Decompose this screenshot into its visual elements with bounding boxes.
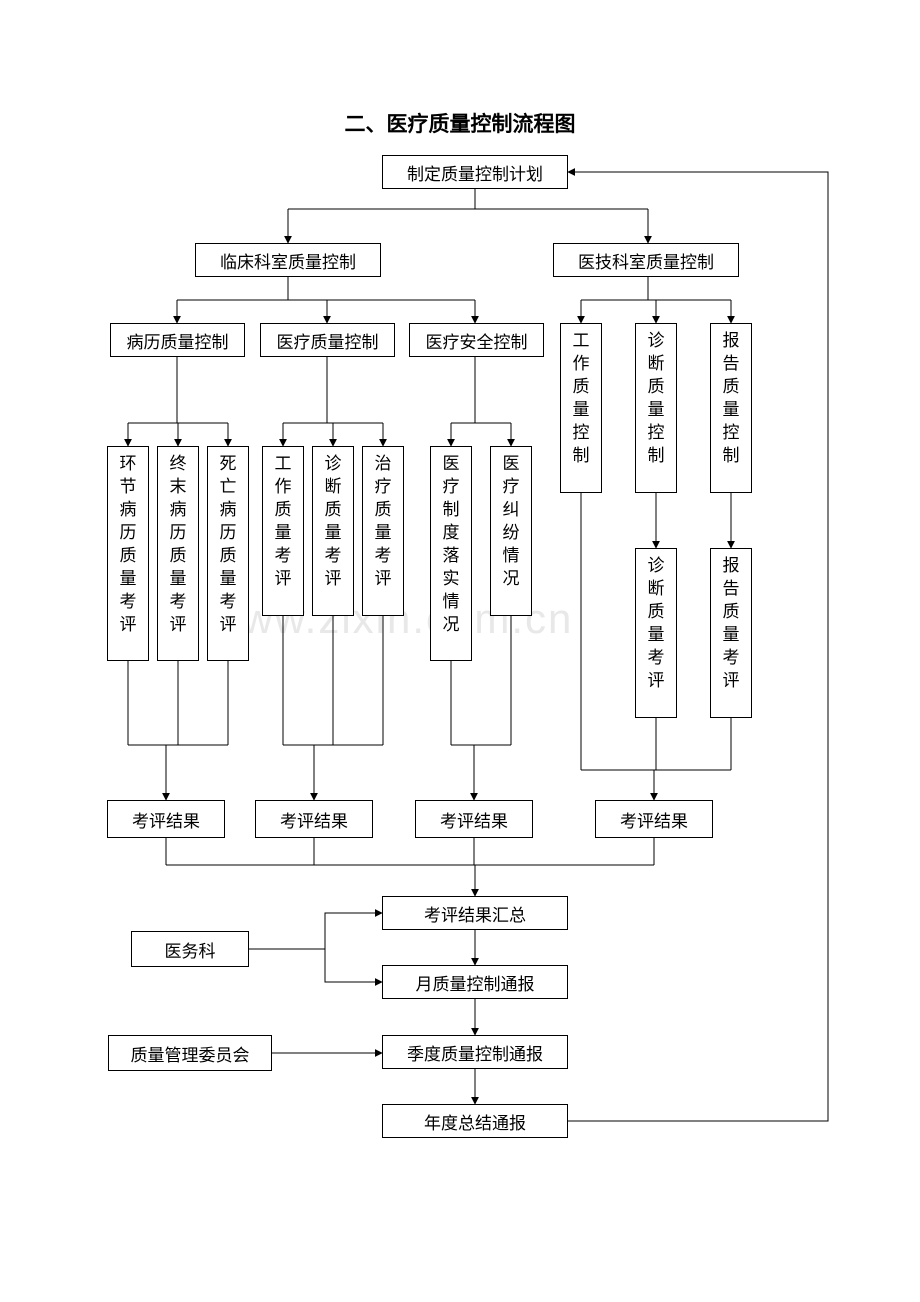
node-committee: 质量管理委员会: [108, 1035, 272, 1071]
edge: [249, 949, 382, 982]
vnode-v11: 报告质量控制: [710, 323, 752, 493]
node-res3: 考评结果: [415, 800, 533, 838]
vnode-v12: 诊断质量考评: [635, 548, 677, 718]
node-res1: 考评结果: [107, 800, 225, 838]
node-res4: 考评结果: [595, 800, 713, 838]
flowchart-canvas: 二、医疗质量控制流程图www.zixin.com.cn制定质量控制计划临床科室质…: [0, 0, 920, 1302]
vnode-v2: 终末病历质量考评: [157, 446, 199, 661]
vnode-v5: 诊断质量考评: [312, 446, 354, 616]
node-safe_ctrl: 医疗安全控制: [409, 323, 544, 357]
vnode-v3: 死亡病历质量考评: [207, 446, 249, 661]
node-medoffice: 医务科: [131, 931, 249, 967]
edge: [249, 913, 382, 949]
node-rec_ctrl: 病历质量控制: [110, 323, 245, 357]
vnode-v6: 治疗质量考评: [362, 446, 404, 616]
vnode-v8: 医疗纠纷情况: [490, 446, 532, 616]
node-medtech: 医技科室质量控制: [553, 243, 739, 277]
node-annual: 年度总结通报: [382, 1104, 568, 1138]
vnode-v9: 工作质量控制: [560, 323, 602, 493]
vnode-v7: 医疗制度落实情况: [430, 446, 472, 661]
node-clinical: 临床科室质量控制: [195, 243, 381, 277]
node-monthly: 月质量控制通报: [382, 965, 568, 999]
vnode-v4: 工作质量考评: [262, 446, 304, 616]
edge: [568, 172, 828, 1121]
node-res2: 考评结果: [255, 800, 373, 838]
node-med_ctrl: 医疗质量控制: [260, 323, 395, 357]
vnode-v1: 环节病历质量考评: [107, 446, 149, 661]
vnode-v13: 报告质量考评: [710, 548, 752, 718]
node-summary: 考评结果汇总: [382, 896, 568, 930]
node-plan: 制定质量控制计划: [382, 155, 568, 189]
vnode-v10: 诊断质量控制: [635, 323, 677, 493]
node-quarterly: 季度质量控制通报: [382, 1035, 568, 1069]
